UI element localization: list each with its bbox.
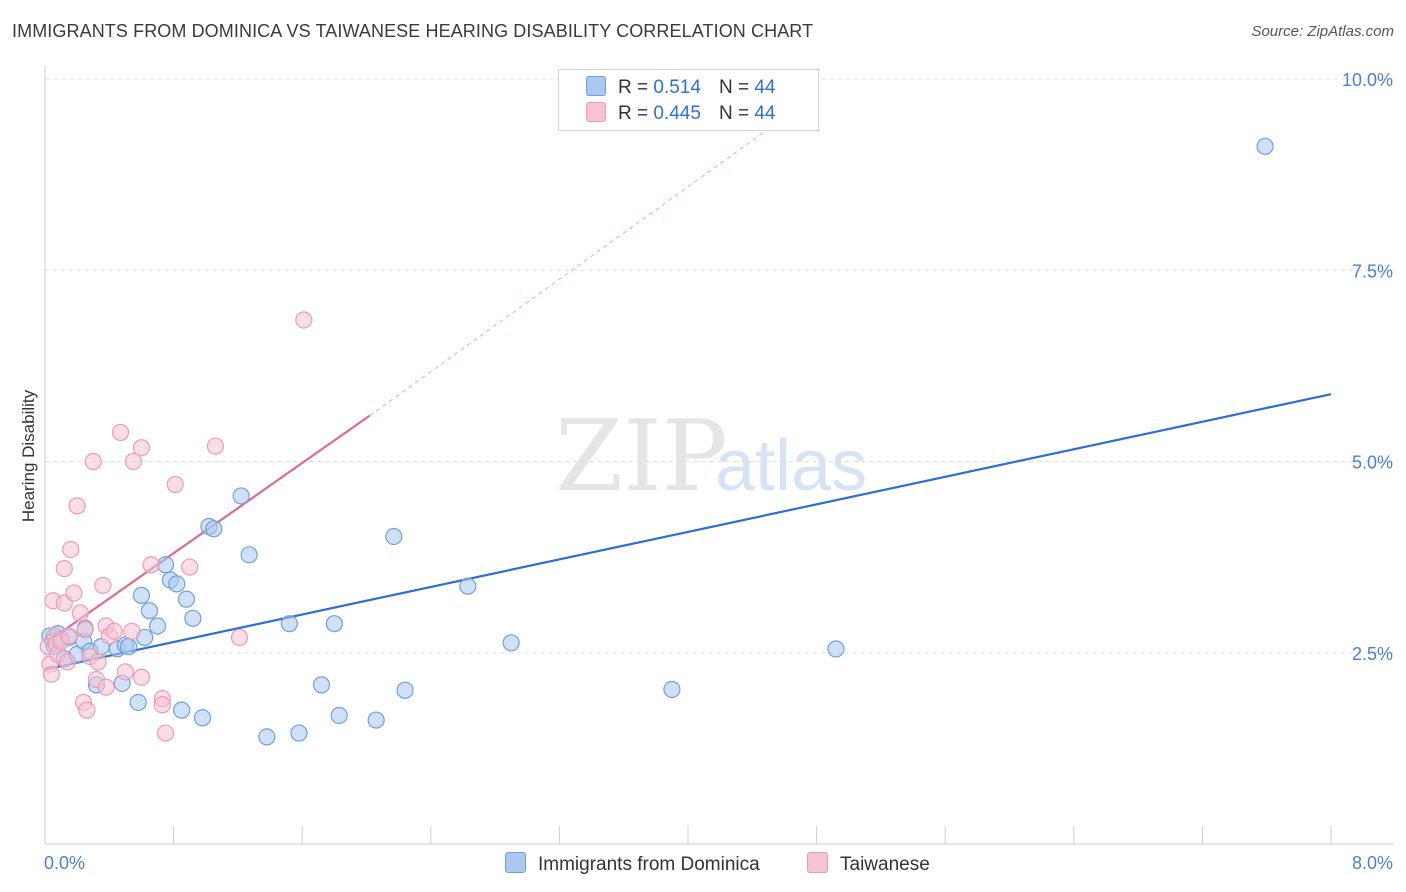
trend-extension-taiwanese [369,93,817,417]
point-dominica [325,615,343,633]
point-dominica [140,602,159,620]
point-dominica [156,556,175,574]
point-taiwanese [62,540,80,559]
trend-layer [44,93,1332,671]
point-dominica [205,520,223,538]
legend-r-label: R = [618,103,649,124]
point-taiwanese [42,665,61,683]
axis-layer [44,66,1393,845]
y-tick-label: 2.5% [1352,644,1393,664]
legend-r-label: R = [618,77,649,98]
point-dominica [177,590,196,608]
y-tick-label: 7.5% [1352,261,1393,281]
series-label-dominica: Immigrants from Dominica [538,854,760,875]
trend-line-dominica [44,393,1332,671]
grid-layer [45,78,1393,654]
point-taiwanese [60,627,78,645]
series-label-taiwanese: Taiwanese [840,854,930,875]
point-dominica [258,728,276,746]
point-taiwanese [123,622,141,640]
point-dominica [459,577,477,595]
point-dominica [290,724,308,742]
legend-r-value: 0.514 [653,77,701,98]
point-dominica [663,680,681,699]
point-taiwanese [124,452,143,471]
tick-label-layer: 2.5% 5.0% 7.5% 10.0% 0.0% 8.0% [44,70,1393,873]
point-taiwanese [65,584,83,602]
point-dominica [132,586,151,604]
point-dominica [129,693,147,712]
legend-n-value: 44 [754,77,776,98]
point-taiwanese [181,558,199,576]
point-taiwanese [55,559,73,578]
watermark-zip: ZIP [555,400,728,514]
point-dominica [184,609,202,627]
watermark-atlas: atlas [715,426,867,506]
point-taiwanese [71,604,89,622]
point-dominica [119,638,138,656]
series-swatch-pink [807,852,828,873]
points-layer [39,137,1274,746]
point-taiwanese [153,696,171,714]
point-taiwanese [76,621,94,639]
legend-row-taiwanese: R = 0.445 N = 44 [586,102,775,126]
point-dominica [502,634,520,652]
series-swatch-blue [505,852,526,873]
point-dominica [330,706,348,725]
x-tick-label: 8.0% [1352,853,1393,873]
point-dominica [232,487,250,505]
legend-r-value: 0.445 [653,103,701,124]
point-taiwanese [78,701,96,719]
point-dominica [1256,137,1274,155]
series-legend-taiwanese: Taiwanese [807,852,930,876]
legend-row-dominica: R = 0.514 N = 44 [586,76,775,100]
point-taiwanese [206,437,224,455]
point-dominica [280,615,298,633]
point-taiwanese [142,556,160,574]
point-taiwanese [132,668,151,686]
y-tick-label: 5.0% [1352,453,1393,473]
point-taiwanese [84,452,102,471]
legend-swatch-pink [586,102,606,122]
point-taiwanese [68,497,86,515]
correlation-legend: R = 0.514 N = 44 R = 0.445 N = 44 [558,69,819,131]
point-dominica [193,709,212,727]
point-taiwanese [295,311,313,329]
point-taiwanese [105,622,123,640]
point-dominica [385,527,403,546]
point-taiwanese [58,653,77,671]
point-taiwanese [116,663,134,681]
legend-n-label: N = [718,77,750,98]
point-dominica [168,575,186,593]
point-taiwanese [156,724,175,742]
y-axis-label: Hearing Disability [19,389,38,522]
point-dominica [827,640,845,658]
legend-n-value: 44 [754,103,776,124]
watermark: ZIP atlas [555,400,867,514]
point-taiwanese [97,678,115,696]
source-label: Source: ZipAtlas.com [1251,23,1394,40]
point-dominica [240,546,258,564]
point-dominica [148,617,167,635]
point-taiwanese [89,653,107,671]
point-taiwanese [230,628,249,647]
point-dominica [367,711,385,729]
x-tick-label: 0.0% [44,853,85,873]
point-dominica [396,681,414,699]
point-dominica [173,701,191,719]
legend-n-label: N = [718,103,750,124]
legend-swatch-blue [586,76,606,96]
y-tick-label: 10.0% [1342,70,1393,90]
point-taiwanese [132,439,151,457]
point-taiwanese [166,475,184,494]
series-legend-dominica: Immigrants from Dominica [505,852,760,876]
point-taiwanese [111,423,130,442]
point-taiwanese [94,576,112,595]
chart-title: IMMIGRANTS FROM DOMINICA VS TAIWANESE HE… [12,21,814,41]
point-dominica [312,676,331,694]
